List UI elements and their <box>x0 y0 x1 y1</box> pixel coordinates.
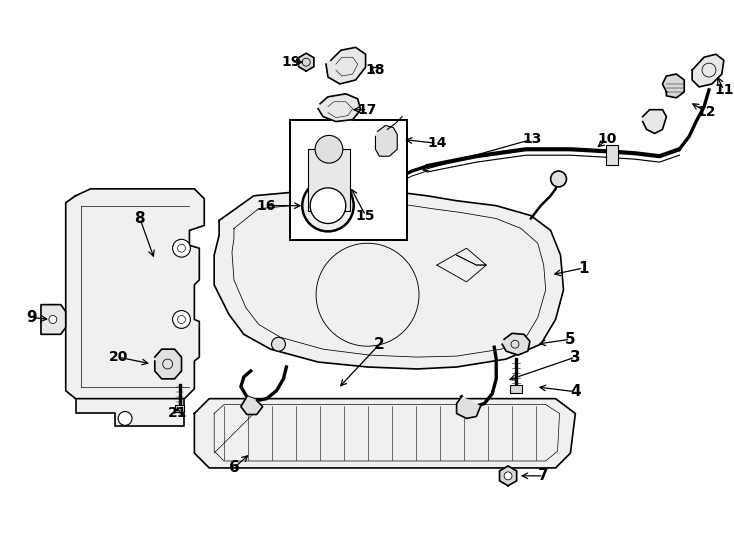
Text: 2: 2 <box>374 337 385 352</box>
Text: 15: 15 <box>356 208 375 222</box>
Text: 12: 12 <box>697 105 716 119</box>
Bar <box>510 385 522 393</box>
Text: 13: 13 <box>522 132 542 146</box>
Circle shape <box>351 189 394 232</box>
Bar <box>291 119 407 240</box>
Text: 1: 1 <box>578 260 589 275</box>
Polygon shape <box>376 125 397 156</box>
Text: 7: 7 <box>539 468 549 483</box>
Text: 17: 17 <box>358 103 377 117</box>
Circle shape <box>272 338 286 351</box>
Text: 21: 21 <box>168 407 187 421</box>
Bar <box>606 145 618 165</box>
Text: 5: 5 <box>565 332 575 347</box>
Text: 3: 3 <box>570 349 581 364</box>
Polygon shape <box>692 54 724 87</box>
Circle shape <box>550 171 567 187</box>
Text: 19: 19 <box>282 55 301 69</box>
Polygon shape <box>66 189 204 399</box>
Text: 11: 11 <box>714 83 733 97</box>
Circle shape <box>302 180 354 232</box>
Polygon shape <box>299 53 314 71</box>
Polygon shape <box>326 48 366 84</box>
Polygon shape <box>195 399 575 468</box>
Circle shape <box>315 136 343 163</box>
Circle shape <box>49 315 57 323</box>
Polygon shape <box>457 397 480 418</box>
Circle shape <box>118 411 132 426</box>
Circle shape <box>359 197 386 225</box>
Polygon shape <box>502 333 530 355</box>
Text: 6: 6 <box>228 461 239 475</box>
Text: 18: 18 <box>366 63 385 77</box>
Polygon shape <box>643 110 666 133</box>
Polygon shape <box>241 397 263 415</box>
Polygon shape <box>318 94 360 122</box>
Polygon shape <box>663 74 684 98</box>
Text: 4: 4 <box>570 384 581 399</box>
Text: 14: 14 <box>427 136 446 150</box>
Text: 9: 9 <box>26 310 37 325</box>
Circle shape <box>310 188 346 224</box>
Circle shape <box>504 472 512 480</box>
Text: 8: 8 <box>134 211 145 226</box>
Bar <box>308 149 349 211</box>
Polygon shape <box>155 349 181 379</box>
Polygon shape <box>214 186 564 369</box>
Circle shape <box>172 310 190 328</box>
Text: 20: 20 <box>109 350 128 364</box>
Polygon shape <box>76 399 184 427</box>
Circle shape <box>172 239 190 257</box>
Polygon shape <box>500 466 517 486</box>
Bar <box>175 404 184 411</box>
Text: 10: 10 <box>597 132 617 146</box>
Text: 16: 16 <box>257 199 276 213</box>
Polygon shape <box>41 305 66 334</box>
